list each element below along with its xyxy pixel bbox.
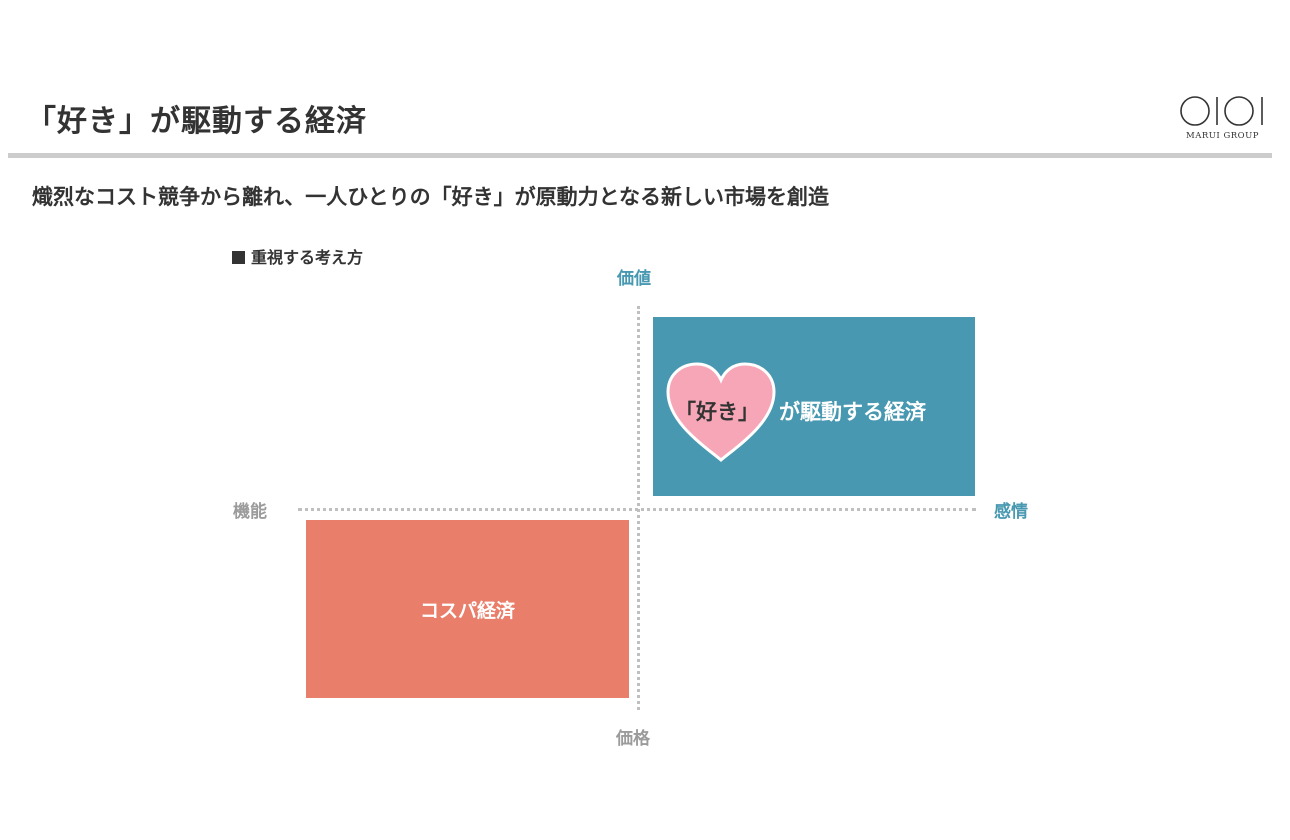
heart-label: 「好き」 — [675, 400, 759, 424]
oioi-logo-icon — [1180, 96, 1263, 126]
section-label: 重視する考え方 — [232, 244, 363, 268]
square-bullet-icon — [232, 251, 245, 264]
axis-label-right: 感情 — [994, 502, 1028, 522]
marui-group-logo: MARUI GROUP — [1178, 95, 1270, 145]
quadrant-top-right-label: が駆動する経済 — [779, 400, 926, 424]
subtitle: 熾烈なコスト競争から離れ、一人ひとりの「好き」が原動力となる新しい市場を創造 — [32, 185, 829, 209]
quadrant-box-bottom-left — [306, 520, 629, 698]
logo-wordmark: MARUI GROUP — [1186, 131, 1260, 141]
title-divider — [8, 153, 1272, 158]
axis-label-top: 価値 — [617, 269, 651, 289]
section-label-text: 重視する考え方 — [251, 248, 364, 267]
heart-icon — [666, 362, 776, 462]
quadrant-bottom-left-label: コスパ経済 — [419, 600, 515, 622]
axis-label-left: 機能 — [233, 502, 267, 522]
horizontal-axis — [298, 508, 976, 511]
page-title: 「好き」が駆動する経済 — [26, 104, 367, 139]
axis-label-bottom: 価格 — [616, 729, 650, 749]
